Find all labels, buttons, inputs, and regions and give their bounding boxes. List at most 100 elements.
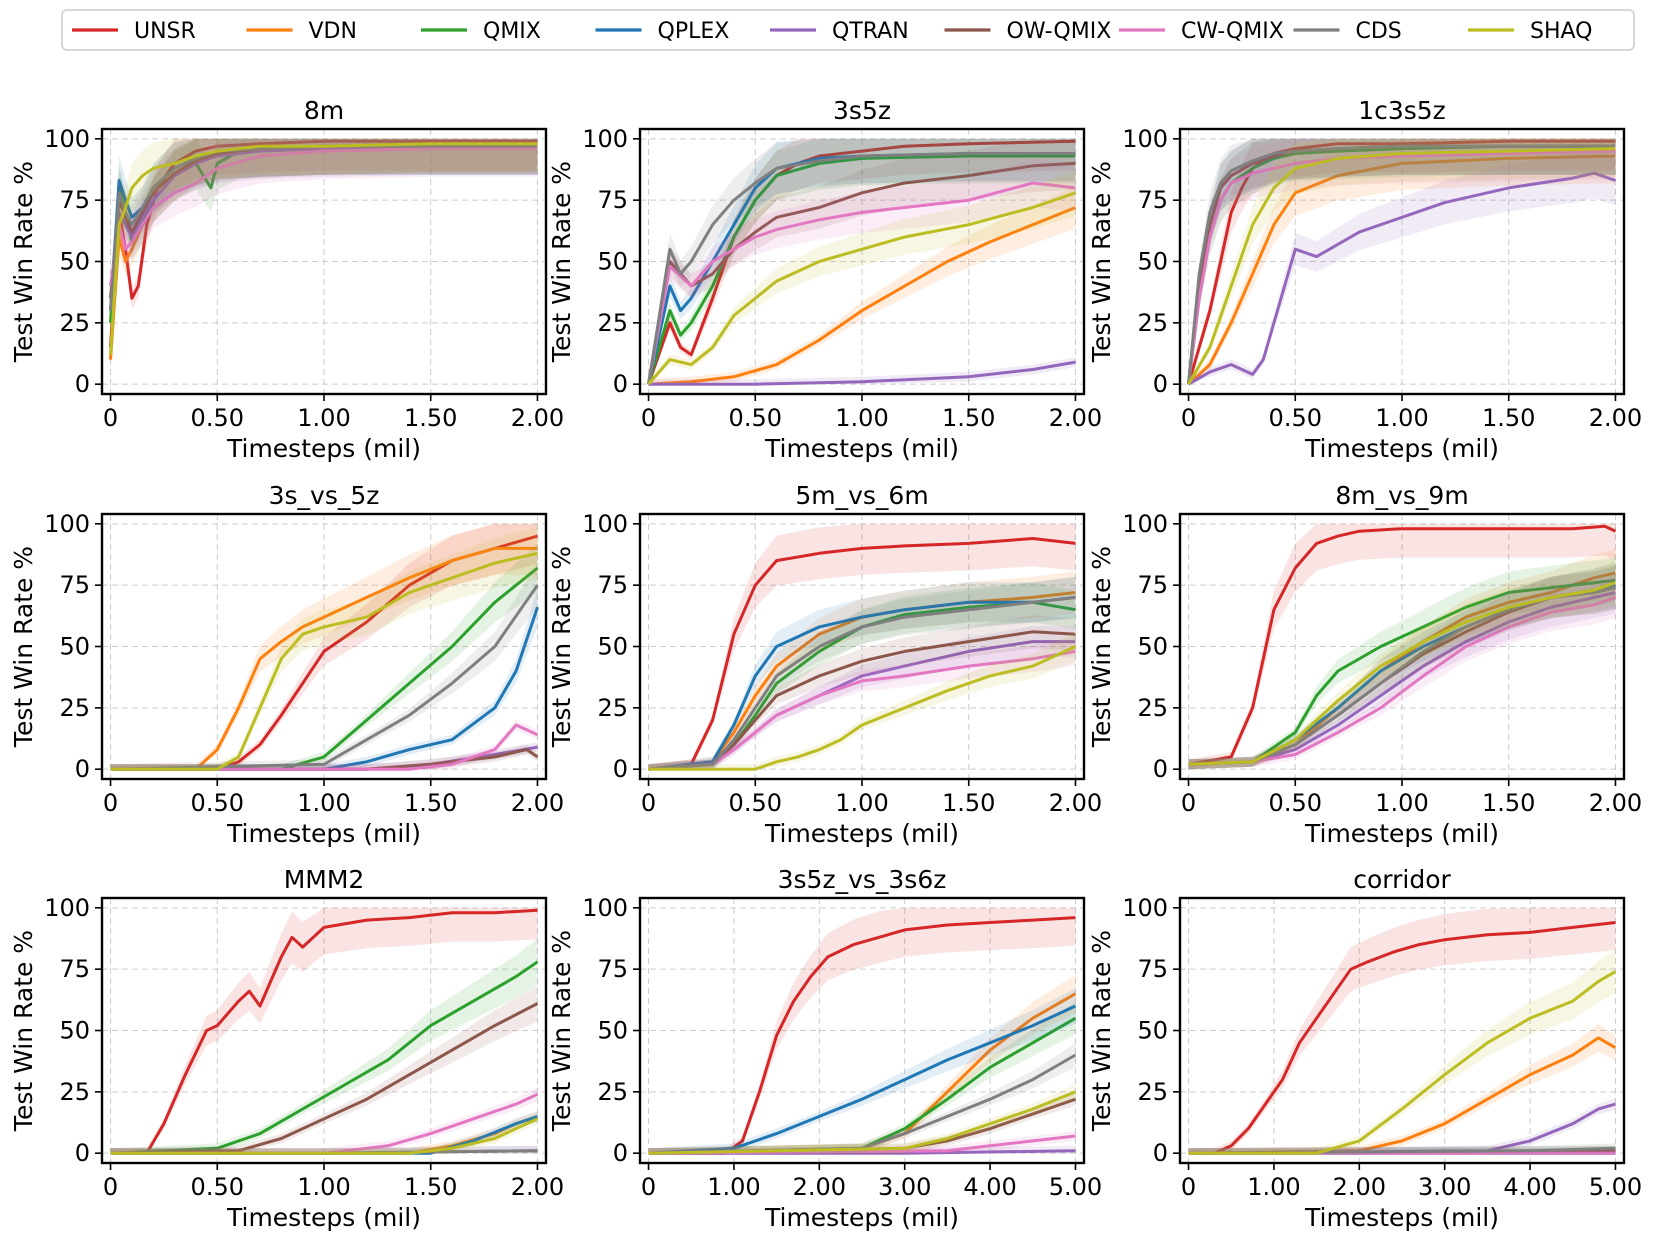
line-vdn [648, 992, 1077, 1155]
legend-label-unsr: UNSR [134, 19, 196, 44]
x-tick-label: 1.50 [1482, 789, 1535, 817]
y-tick-label: 25 [59, 694, 90, 722]
y-tick-label: 50 [59, 633, 90, 661]
x-tick-label: 4.00 [963, 1173, 1016, 1201]
band-vdn [110, 138, 538, 365]
x-tick-label: 0.50 [729, 404, 782, 432]
band-shaq [1188, 560, 1616, 770]
x-tick-label: 0.50 [191, 1173, 244, 1201]
x-axis-label: Timesteps (mil) [1304, 1203, 1499, 1232]
band-qplex [110, 138, 538, 320]
series-group [110, 523, 539, 771]
x-tick-label: 1.50 [404, 404, 457, 432]
band-qmix [1188, 138, 1616, 385]
band-qtran [110, 742, 538, 770]
panel-corridor: 0 1.00 2.00 3.00 4.00 5.00 0 25 50 75 100 corridor T… [1087, 865, 1642, 1232]
y-axis-label: Test Win Rate % [9, 930, 38, 1132]
x-tick-label: 0 [641, 1173, 656, 1201]
line-ow-qmix [110, 1002, 539, 1155]
y-tick-label: 100 [1122, 894, 1168, 922]
band-qplex [648, 576, 1076, 770]
band-qmix [110, 543, 538, 770]
x-tick-label: 5.00 [1589, 1173, 1642, 1201]
band-shaq [648, 1084, 1076, 1154]
band-qmix [110, 138, 538, 331]
x-tick-label: 1.00 [297, 404, 350, 432]
series-group [1188, 523, 1617, 770]
panel-title: 3s5z_vs_3s6z [778, 865, 947, 894]
x-tick-label: 1.50 [942, 789, 995, 817]
line-qtran [1187, 171, 1616, 386]
series-group [109, 138, 538, 365]
band-shaq [1188, 138, 1616, 385]
x-tick-label: 2.00 [1049, 404, 1102, 432]
x-tick-label: 1.50 [942, 404, 995, 432]
legend-label-ow-qmix: OW-QMIX [1007, 19, 1112, 44]
y-tick-label: 50 [59, 1017, 90, 1045]
line-vdn [1187, 154, 1616, 386]
y-tick-label: 100 [1122, 510, 1168, 538]
y-tick-label: 100 [1122, 125, 1168, 153]
x-tick-label: 1.00 [835, 789, 888, 817]
y-tick-label: 75 [1137, 571, 1168, 599]
legend-label-cw-qmix: CW-QMIX [1181, 19, 1284, 44]
y-tick-label: 75 [1137, 186, 1168, 214]
series-group [1188, 907, 1617, 1155]
series-group [648, 523, 1077, 771]
line-shaq [110, 551, 538, 771]
y-tick-label: 100 [582, 894, 628, 922]
line-shaq [647, 191, 1076, 386]
y-tick-label: 25 [1137, 694, 1168, 722]
y-axis-label: Test Win Rate % [547, 930, 576, 1132]
y-tick-label: 25 [59, 309, 90, 337]
y-tick-label: 75 [597, 571, 628, 599]
panel-3s5z-vs-3s6z: 0 1.00 2.00 3.00 4.00 5.00 0 25 50 75 100 3s5z_vs_3… [547, 865, 1102, 1232]
panel-title: 5m_vs_6m [795, 481, 928, 510]
x-tick-label: 2.00 [1333, 1173, 1386, 1201]
band-qtran [1188, 147, 1616, 385]
y-tick-label: 25 [59, 1078, 90, 1106]
y-tick-label: 25 [597, 309, 628, 337]
band-unsr [1188, 523, 1616, 770]
legend: UNSR VDN QMIX QPLEX QTRAN OW-QMIX CW-QMIX CDS SH… [61, 9, 1635, 51]
y-tick-label: 0 [1153, 1139, 1168, 1167]
line-unsr [110, 908, 538, 1155]
line-cw-qmix [109, 147, 538, 287]
x-tick-label: 1.00 [835, 404, 888, 432]
y-tick-label: 25 [597, 1078, 628, 1106]
band-qplex [1188, 138, 1616, 385]
line-cds [648, 595, 1076, 771]
x-tick-label: 0.50 [191, 789, 244, 817]
line-vdn [1188, 1036, 1617, 1155]
y-tick-label: 100 [44, 125, 90, 153]
y-tick-label: 0 [1153, 370, 1168, 398]
y-axis-label: Test Win Rate % [1087, 161, 1116, 363]
panel-8m: 0 0.50 1.00 1.50 2.00 0 25 50 75 100 8m Timesteps (… [9, 96, 564, 463]
x-tick-label: 0 [1181, 404, 1196, 432]
x-tick-label: 2.00 [1589, 404, 1642, 432]
series-group [648, 907, 1077, 1155]
line-vdn [648, 206, 1077, 386]
line-cw-qmix [110, 723, 539, 771]
x-axis-label: Timesteps (mil) [764, 434, 959, 463]
x-tick-label: 0.50 [1269, 404, 1322, 432]
y-tick-label: 50 [597, 633, 628, 661]
y-tick-label: 75 [59, 571, 90, 599]
x-tick-label: 2.00 [1049, 789, 1102, 817]
band-cds [1188, 138, 1616, 385]
panel-title: 3s_vs_5z [269, 481, 380, 510]
y-tick-label: 50 [1137, 248, 1168, 276]
panel-3s5z: 0 0.50 1.00 1.50 2.00 0 25 50 75 100 3s5z Timesteps… [547, 96, 1102, 463]
line-cw-qmix [648, 1134, 1076, 1155]
y-tick-label: 0 [613, 755, 628, 783]
y-tick-label: 100 [44, 894, 90, 922]
y-tick-label: 75 [597, 186, 628, 214]
y-tick-label: 0 [75, 1139, 90, 1167]
line-qmix [647, 154, 1076, 385]
series-group [1187, 138, 1616, 386]
band-cw-qmix [110, 1087, 538, 1154]
y-axis-label: Test Win Rate % [1087, 546, 1116, 748]
x-tick-label: 4.00 [1503, 1173, 1556, 1201]
x-tick-label: 2.00 [511, 1173, 564, 1201]
